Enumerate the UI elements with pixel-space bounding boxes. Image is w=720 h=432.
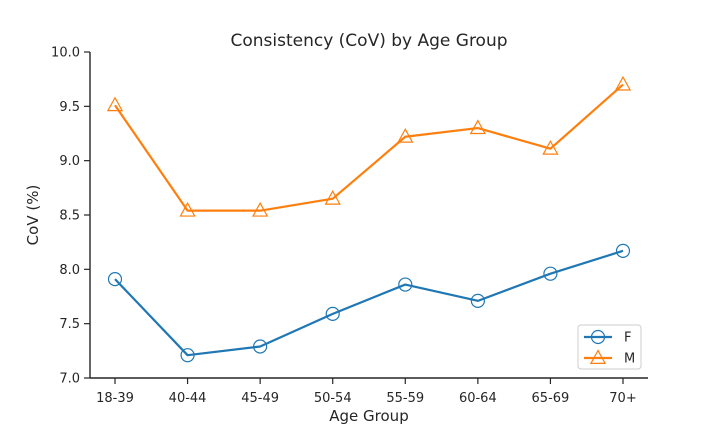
y-tick-label: 7.5: [59, 317, 80, 332]
series-line: [114, 249, 624, 357]
series-F: [107, 243, 631, 363]
data-point: [252, 201, 269, 217]
data-point: [543, 266, 558, 281]
y-axis-label: CoV (%): [24, 185, 42, 246]
legend-item: M: [584, 349, 635, 367]
data-point: [324, 189, 341, 205]
data-point: [542, 139, 559, 155]
x-axis-label: Age Group: [329, 407, 408, 425]
x-tick-label: 40-44: [169, 391, 207, 406]
legend-marker: [590, 329, 606, 345]
data-point: [106, 96, 124, 112]
series-line: [114, 83, 624, 212]
data-point: [397, 128, 414, 143]
data-point: [180, 348, 195, 363]
x-tick-label: 18-39: [96, 391, 134, 406]
y-tick-label: 9.5: [59, 100, 80, 115]
y-tick-label: 8.5: [59, 209, 80, 224]
legend-label: F: [624, 331, 631, 346]
data-point: [470, 293, 485, 308]
y-tick-label: 7.0: [59, 372, 80, 387]
data-point: [253, 339, 268, 354]
series-layer: [106, 75, 632, 363]
x-tick-label: 55-59: [386, 391, 424, 406]
data-point: [469, 119, 486, 135]
y-tick-label: 10.0: [51, 46, 80, 61]
data-point: [179, 201, 196, 217]
x-tick-label: 65-69: [532, 391, 570, 406]
legend-marker: [589, 349, 607, 364]
legend-label: M: [624, 352, 635, 367]
data-point: [107, 272, 123, 287]
x-tick-label: 60-64: [459, 391, 497, 406]
y-tick-label: 9.0: [59, 154, 80, 169]
chart-title: Consistency (CoV) by Age Group: [230, 31, 507, 51]
y-ticks: 7.0 7.5 8.0 8.5 9.0 9.5 10.0: [51, 46, 90, 387]
legend: FM: [577, 324, 642, 370]
x-ticks: 18-39 40-44 45-49 50-54 55-59 60-64 65-69 70+: [96, 378, 637, 406]
data-point: [398, 277, 413, 292]
data-point: [614, 75, 632, 91]
data-point: [615, 243, 631, 258]
series-M: [106, 75, 632, 217]
y-tick-label: 8.0: [59, 263, 80, 278]
legend-item: F: [584, 329, 631, 346]
data-point: [325, 306, 340, 321]
x-tick-label: 45-49: [241, 391, 279, 406]
x-tick-label: 50-54: [314, 391, 352, 406]
x-tick-label: 70+: [609, 391, 636, 406]
